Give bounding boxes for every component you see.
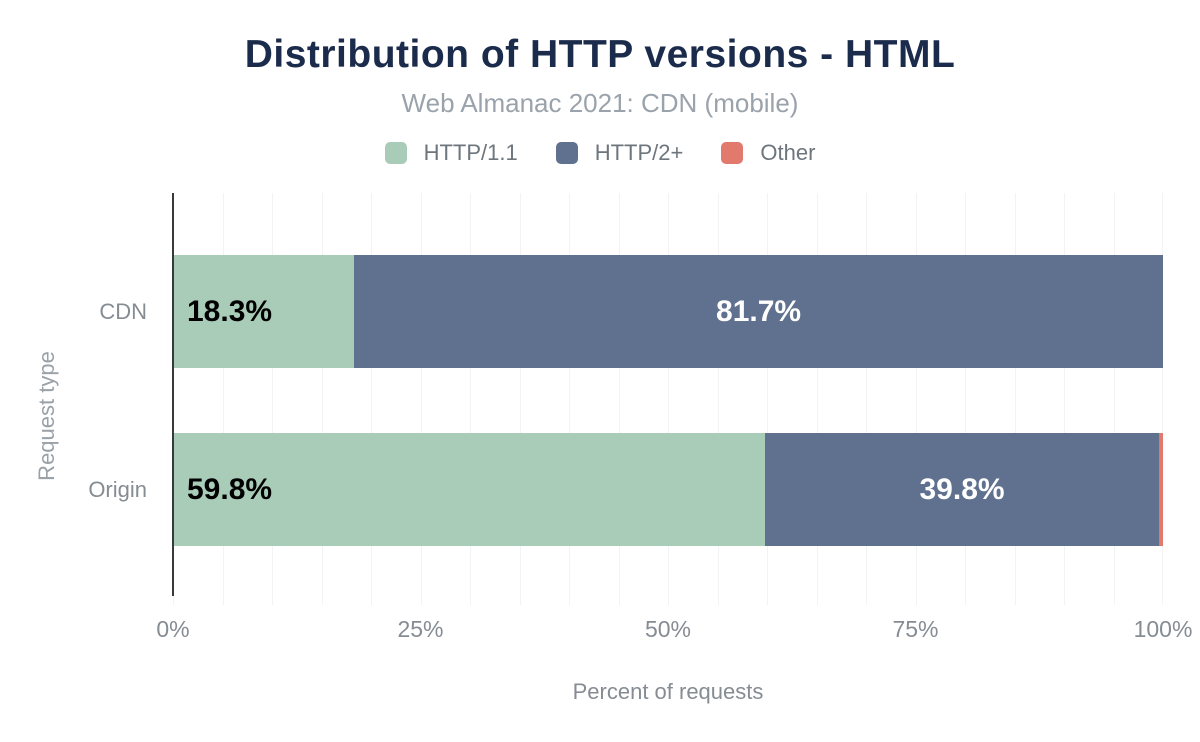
legend-label: Other [760,140,816,165]
plot-area: 18.3% 81.7% 59.8% 39.8% [173,193,1163,605]
bar-row-cdn: 18.3% 81.7% [173,255,1163,368]
x-axis-title: Percent of requests [572,679,764,704]
x-tick-label: 75% [892,616,939,642]
bar-data-label: 39.8% [919,472,1005,506]
legend-label: HTTP/1.1 [423,140,518,165]
legend: HTTP/1.1 HTTP/2+ Other [0,140,1200,166]
legend-item-http-2[interactable]: HTTP/2+ [555,140,684,166]
bars: 18.3% 81.7% 59.8% 39.8% [173,193,1163,595]
bar-segment-origin-http-2[interactable]: 39.8% [765,433,1160,546]
x-tick-label: 25% [397,616,444,642]
x-tick-label: 50% [644,616,692,642]
bar-segment-origin-other[interactable] [1159,433,1163,546]
category-label-cdn: CDN [99,298,147,324]
y-axis-title: Request type [34,351,59,481]
legend-swatch-icon [555,142,578,164]
x-tick-label: 100% [1133,616,1193,642]
x-tick-label: 0% [156,616,190,642]
x-axis-tick-labels: 0% 25% 50% 75% 100% [156,616,1192,644]
legend-item-other[interactable]: Other [721,140,815,166]
bar-row-origin: 59.8% 39.8% [173,433,1163,546]
bar-data-label: 81.7% [716,294,802,328]
y-axis-line [172,193,174,596]
category-label-origin: Origin [88,476,147,502]
category-axis-labels: CDN Origin [0,193,160,595]
bar-segment-origin-http-1-1[interactable]: 59.8% [173,433,766,546]
legend-item-http-1-1[interactable]: HTTP/1.1 [384,140,518,166]
bar-data-label: 18.3% [187,294,273,328]
legend-label: HTTP/2+ [594,140,684,165]
legend-swatch-icon [384,142,407,164]
chart-subtitle: Web Almanac 2021: CDN (mobile) [401,88,799,118]
chart-title: Distribution of HTTP versions - HTML [244,33,956,76]
legend-swatch-icon [721,142,744,164]
bar-segment-cdn-http-1-1[interactable]: 18.3% [173,255,355,368]
bar-segment-cdn-http-2[interactable]: 81.7% [354,255,1163,368]
bar-data-label: 59.8% [187,472,273,506]
